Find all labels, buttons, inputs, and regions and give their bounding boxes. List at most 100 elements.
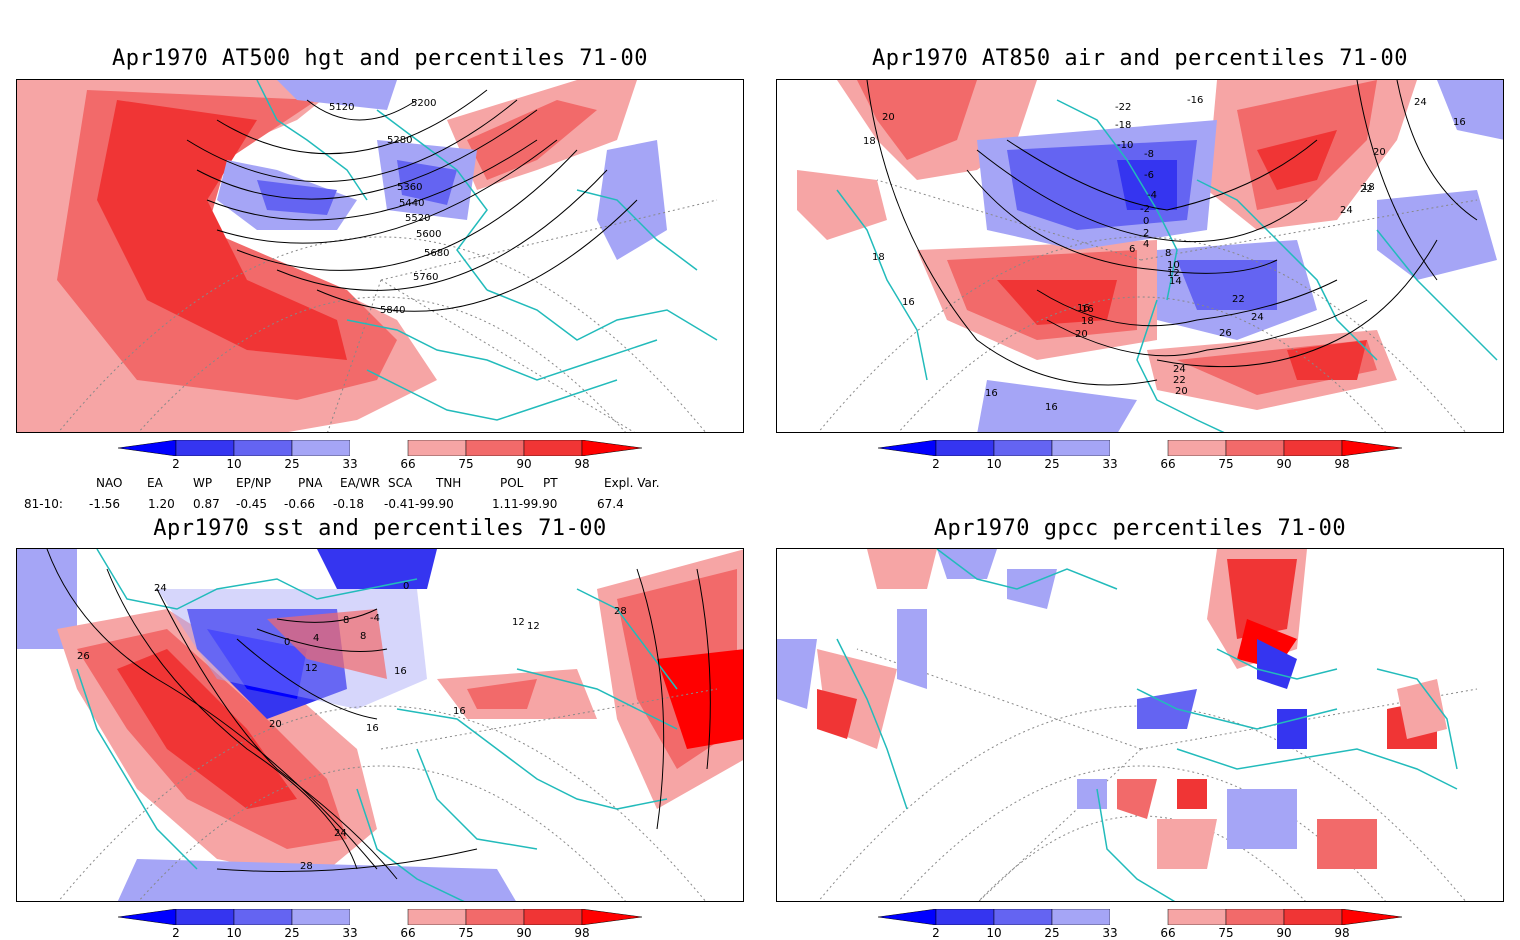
index-value: -0.45 <box>236 497 268 511</box>
contour-label: 20 <box>882 112 895 123</box>
coastlines <box>256 80 718 421</box>
colorbar-tick: 75 <box>458 457 474 471</box>
contour-label: 5360 <box>397 182 422 193</box>
contour-labels: 24 26 0 4 8 12 16 20 24 28 28 0 -4 8 16 … <box>77 581 627 872</box>
index-value: 0.87 <box>193 497 220 511</box>
colorbar-top-right: 2 10 25 33 66 75 90 98 <box>877 439 1404 472</box>
contour-label: -16 <box>1187 95 1203 106</box>
index-header: EP/NP <box>236 476 272 490</box>
index-row-label: 81-10: <box>24 497 63 511</box>
contour-label: 18 <box>1362 182 1375 193</box>
map-sst: 24 26 0 4 8 12 16 20 24 28 28 0 -4 8 16 … <box>16 548 744 902</box>
at850-map-graphic: 20 18 18 16 16 16 16 -22 -18 -16 -10 -8 … <box>797 80 1503 432</box>
contour-label: 5440 <box>399 198 424 209</box>
contour-label: 8 <box>343 615 349 626</box>
coastlines <box>836 549 1458 901</box>
index-header: WP <box>193 476 213 490</box>
colorbar-tick: 75 <box>1218 926 1234 940</box>
colorbar-tick: 2 <box>172 926 180 940</box>
index-value: 67.4 <box>597 497 624 511</box>
contour-label: 18 <box>1081 316 1094 327</box>
colorbar-swatches <box>117 439 643 457</box>
contour-label: 26 <box>77 651 90 662</box>
index-header: SCA <box>388 476 413 490</box>
contour-label: 24 <box>1251 312 1264 323</box>
contour-label: 8 <box>1165 248 1171 259</box>
contour-label: 16 <box>366 723 379 734</box>
percentile-shading <box>17 549 743 901</box>
contour-label: 2 <box>1143 228 1149 239</box>
index-value: -0.66 <box>284 497 316 511</box>
colorbar-tick: 90 <box>1276 926 1292 940</box>
contour-label: 5680 <box>424 248 449 259</box>
colorbar-tick: 25 <box>284 926 300 940</box>
colorbar-tick: 75 <box>458 926 474 940</box>
lat-lon-grid <box>58 688 718 901</box>
index-header: Expl. Var. <box>604 476 660 490</box>
contour-label: 16 <box>1045 402 1058 413</box>
percentile-shading <box>17 80 667 432</box>
contour-label: -4 <box>1147 190 1157 201</box>
height-contours <box>186 89 638 312</box>
contour-label: -4 <box>370 613 380 624</box>
contour-labels: 5120 5200 5280 5360 5440 5520 5600 5680 … <box>329 98 449 316</box>
colorbar-tick: 10 <box>226 457 242 471</box>
contour-label: -22 <box>1115 102 1131 113</box>
contour-label: 20 <box>1373 147 1386 158</box>
lat-lon-grid <box>818 648 1478 901</box>
contour-label: 5520 <box>405 213 430 224</box>
contour-label: 16 <box>394 666 407 677</box>
index-header: EA/WR <box>340 476 381 490</box>
contour-label: 12 <box>512 617 525 628</box>
precip-percentile-patches <box>777 549 1447 869</box>
contour-label: 20 <box>1075 329 1088 340</box>
index-header: EA <box>147 476 163 490</box>
contour-label: 4 <box>313 633 319 644</box>
colorbar-tick: 66 <box>1160 926 1176 940</box>
colorbar-tick: 66 <box>400 457 416 471</box>
contour-label: 28 <box>300 861 313 872</box>
contour-label: 5600 <box>416 229 441 240</box>
panel-title-at500: Apr1970 AT500 hgt and percentiles 71-00 <box>111 46 649 71</box>
index-header: NAO <box>96 476 123 490</box>
colorbar-bottom-right: 2 10 25 33 66 75 90 98 <box>877 908 1404 940</box>
lat-lon-grid <box>58 199 718 432</box>
contour-label: 6 <box>1129 244 1135 255</box>
contour-label: 12 <box>305 663 318 674</box>
contour-label: 0 <box>403 581 409 592</box>
contour-label: 10 <box>1167 260 1180 271</box>
index-header: POL <box>500 476 524 490</box>
sst-contours <box>46 549 711 880</box>
contour-label: 16 <box>985 388 998 399</box>
contour-label: 16 <box>453 706 466 717</box>
colorbar-bottom-left: 2 10 25 33 66 75 90 98 <box>117 908 644 940</box>
colorbar-top-left: 2 10 25 33 66 75 90 98 <box>117 439 644 472</box>
index-header: TNH <box>436 476 462 490</box>
map-at850-air: 20 18 18 16 16 16 16 -22 -18 -16 -10 -8 … <box>776 79 1504 433</box>
colorbar-tick: 33 <box>1102 457 1118 471</box>
map-at500-hgt: 5120 5200 5280 5360 5440 5520 5600 5680 … <box>16 79 744 433</box>
contour-label: 16 <box>1453 117 1466 128</box>
at500-map-graphic: 5120 5200 5280 5360 5440 5520 5600 5680 … <box>17 80 718 432</box>
colorbar-swatches <box>877 908 1403 926</box>
contour-label: 22 <box>1232 294 1245 305</box>
colorbar-swatches <box>117 908 643 926</box>
index-value: -0.18 <box>333 497 365 511</box>
contour-label: 5840 <box>380 305 405 316</box>
contour-label: 28 <box>614 606 627 617</box>
contour-label: 5760 <box>413 272 438 283</box>
panel-title-gpcc: Apr1970 gpcc percentiles 71-00 <box>933 516 1347 541</box>
colorbar-tick: 10 <box>986 457 1002 471</box>
contour-label: -10 <box>1117 140 1133 151</box>
contour-label: 12 <box>1167 268 1180 279</box>
colorbar-tick: 33 <box>342 926 358 940</box>
contour-label: 20 <box>1175 386 1188 397</box>
colorbar-tick: 2 <box>932 926 940 940</box>
colorbar-tick: 2 <box>172 457 180 471</box>
colorbar-tick: 75 <box>1218 457 1234 471</box>
contour-label: 5200 <box>411 98 436 109</box>
colorbar-tick: 25 <box>1044 457 1060 471</box>
contour-label: 0 <box>1143 216 1149 227</box>
colorbar-tick: 2 <box>932 457 940 471</box>
contour-label: -2 <box>1140 204 1150 215</box>
